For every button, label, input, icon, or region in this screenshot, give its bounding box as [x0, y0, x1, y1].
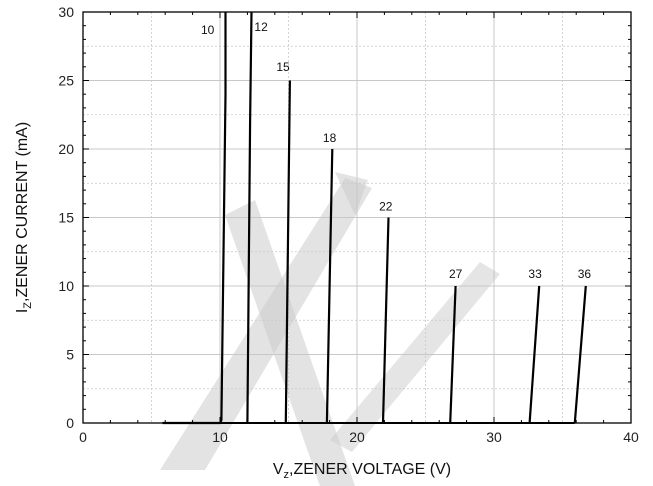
curve-labels: 10 12 15 18 22 27 33 36 [201, 20, 591, 281]
x-axis-title-sub: z [284, 469, 290, 481]
x-axis-title: Vz,ZENER VOLTAGE (V) [273, 461, 451, 481]
x-tick-label: 30 [486, 429, 502, 445]
x-axis-title-rest: ,ZENER VOLTAGE (V) [289, 461, 451, 478]
x-axis-title-main: V [273, 461, 284, 478]
y-axis-title-rest: ,ZENER CURRENT (mA) [14, 122, 31, 302]
x-tick-label: 40 [623, 429, 639, 445]
x-tick-label: 10 [212, 429, 228, 445]
curve-label: 22 [379, 200, 393, 214]
tick-labels: 0 10 20 30 40 0 5 10 15 20 25 30 [58, 4, 639, 445]
y-tick-label: 20 [58, 141, 74, 157]
y-tick-label: 0 [66, 415, 74, 431]
y-axis-title: IZ,ZENER CURRENT (mA) [14, 122, 34, 313]
curve-27v [449, 285, 457, 424]
plot-frame [82, 11, 632, 424]
curve-label: 27 [449, 267, 463, 281]
y-tick-label: 25 [58, 73, 74, 89]
y-tick-label: 30 [58, 4, 74, 20]
y-axis-title-sub: Z [22, 302, 34, 309]
watermark-stroke [330, 262, 500, 452]
watermark-stroke [225, 200, 355, 486]
watermark [160, 172, 500, 486]
y-tick-label: 5 [66, 347, 74, 363]
grid [83, 12, 631, 423]
curve-label: 10 [201, 23, 215, 37]
curve-label: 33 [528, 267, 542, 281]
curve-36v [573, 285, 587, 424]
curve-label: 12 [254, 20, 268, 34]
x-tick-label: 0 [79, 429, 87, 445]
curve-12v [246, 11, 253, 424]
curve-label: 36 [578, 267, 592, 281]
x-tick-label: 20 [349, 429, 365, 445]
curve-label: 15 [276, 60, 290, 74]
curve-label: 18 [323, 131, 337, 145]
curve-18v [325, 148, 334, 424]
y-tick-label: 10 [58, 278, 74, 294]
watermark-arrowhead [335, 172, 368, 215]
curve-22v [381, 217, 390, 424]
curve-15v [284, 80, 291, 424]
y-axis-title-main: I [14, 309, 31, 313]
y-tick-label: 15 [58, 210, 74, 226]
curve-33v [528, 285, 541, 424]
